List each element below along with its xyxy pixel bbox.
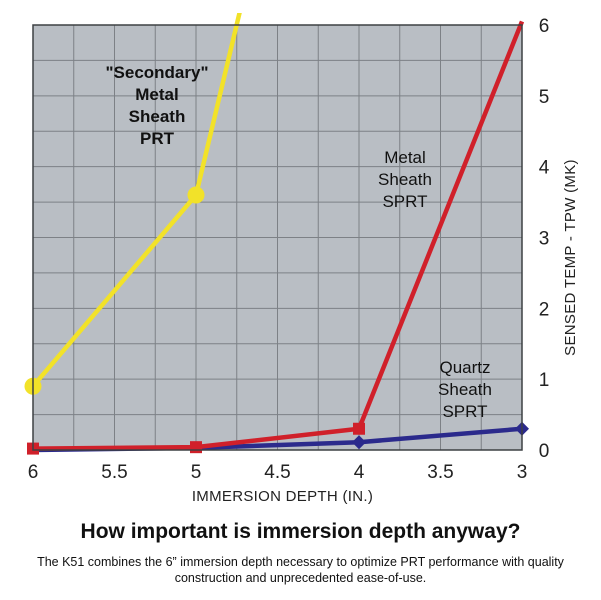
series-annotation-line: Sheath (438, 380, 492, 399)
plot-frame (32, 24, 523, 451)
y-tick-labels: 0 1 2 3 4 5 6 (539, 16, 550, 462)
y-tick-label: 6 (539, 16, 550, 37)
x-tick-label: 3.5 (427, 462, 453, 483)
series-annotation-line: Quartz (439, 358, 490, 377)
x-axis-label: IMMERSION DEPTH (IN.) (192, 488, 373, 505)
series-annotation-line: Sheath (378, 170, 432, 189)
x-tick-label: 5 (191, 462, 202, 483)
subtext: The K51 combines the 6” immersion depth … (37, 555, 564, 585)
x-tick-label: 6 (28, 462, 39, 483)
series-annotation-line: Metal (135, 85, 178, 104)
series-annotation-line: Sheath (129, 107, 186, 126)
immersion-depth-chart: 6 5.5 5 4.5 4 3.5 3 0 1 2 3 4 5 6 IMMERSION DEPTH (I… (24, 13, 579, 505)
x-tick-label: 3 (517, 462, 528, 483)
y-tick-label: 1 (539, 370, 550, 391)
data-point (352, 435, 366, 450)
series-annotation-line: PRT (140, 129, 175, 148)
data-point (187, 186, 205, 204)
x-tick-label: 5.5 (101, 462, 127, 483)
series-annotation-line: "Secondary" (105, 63, 208, 82)
series-annotation-line: Metal (384, 148, 426, 167)
series-annotations: "Secondary" Metal Sheath PRT Metal Sheath SPRT… (105, 63, 491, 421)
grid-lines (32, 25, 523, 450)
x-tick-label: 4.5 (264, 462, 290, 483)
series-annotation-line: SPRT (382, 192, 427, 211)
data-point (190, 441, 202, 454)
y-tick-label: 0 (539, 441, 550, 462)
x-tick-labels: 6 5.5 5 4.5 4 3.5 3 (28, 462, 528, 483)
y-tick-label: 3 (539, 229, 550, 250)
x-tick-label: 4 (354, 462, 365, 483)
data-point (353, 422, 365, 435)
y-axis-label: SENSED TEMP - TPW (MK) (562, 159, 579, 356)
y-tick-label: 4 (539, 158, 550, 179)
y-tick-label: 2 (539, 299, 550, 320)
headline: How important is immersion depth anyway? (80, 520, 521, 543)
y-tick-label: 5 (539, 87, 550, 108)
series-line (33, 20, 524, 451)
series-annotation-line: SPRT (442, 402, 487, 421)
